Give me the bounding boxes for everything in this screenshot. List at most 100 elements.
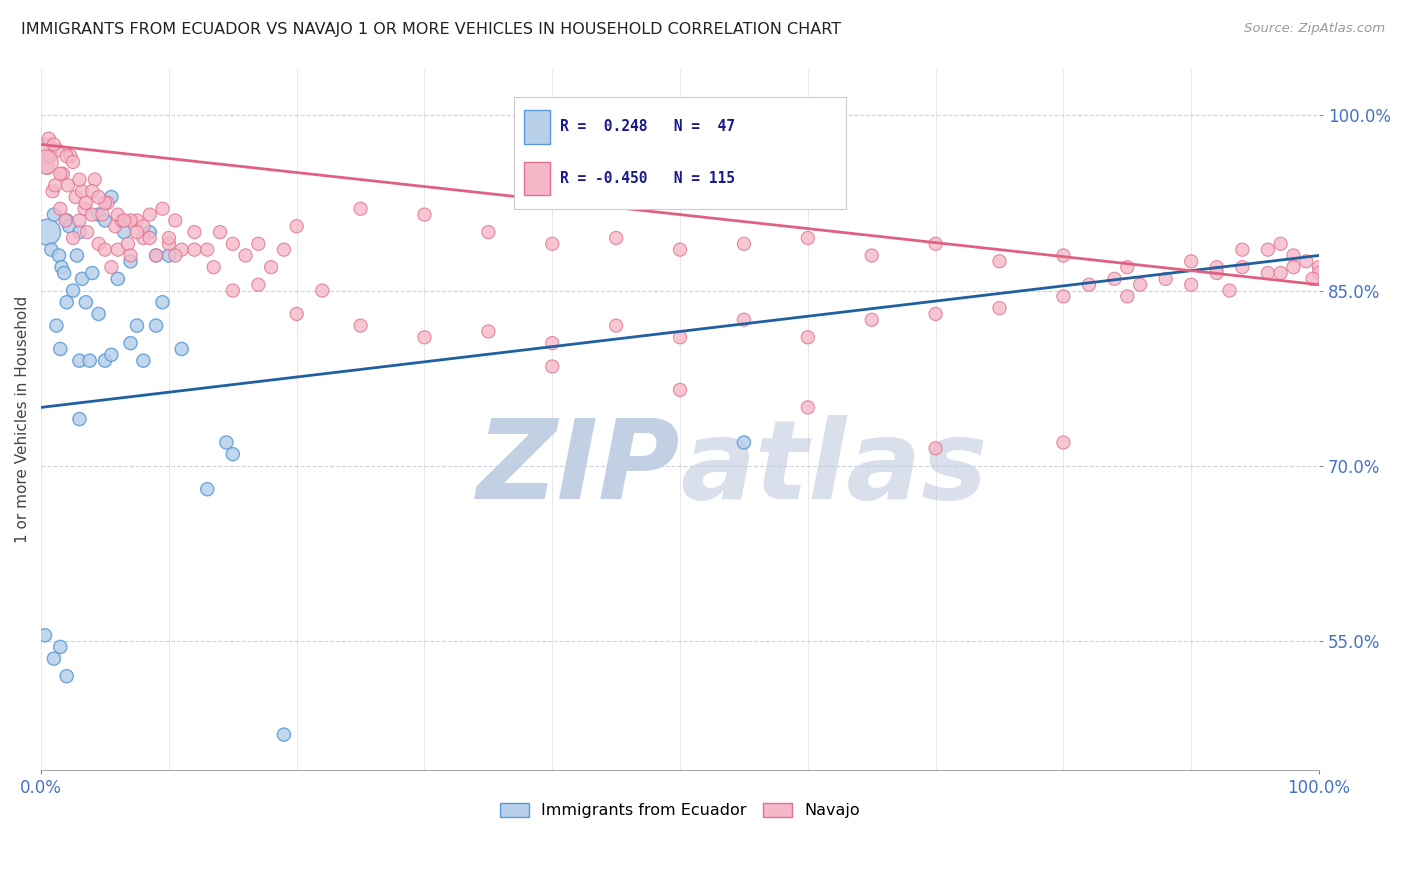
Point [1180,254,1202,268]
Point [112,225,135,239]
Point [132,231,155,245]
Point [55,295,77,310]
Point [145,318,167,333]
Point [46,144,69,158]
Point [170,342,193,356]
Point [82,266,104,280]
Point [669,383,692,397]
Point [733,236,755,251]
Point [87,307,110,321]
Point [138,225,160,239]
Point [87,236,110,251]
Point [51,260,73,275]
Point [165,213,187,227]
Point [41,184,63,198]
Point [541,359,564,374]
Point [132,219,155,234]
Point [97,195,120,210]
Point [38,131,60,145]
Point [62,231,84,245]
Point [215,435,238,450]
Point [69,412,91,426]
Point [73,202,96,216]
Point [87,190,110,204]
Text: IMMIGRANTS FROM ECUADOR VS NAVAJO 1 OR MORE VEHICLES IN HOUSEHOLD CORRELATION CH: IMMIGRANTS FROM ECUADOR VS NAVAJO 1 OR M… [21,22,841,37]
Point [62,284,84,298]
Point [125,225,148,239]
Point [70,272,93,286]
Point [34,144,56,158]
Point [860,248,883,262]
Point [82,208,104,222]
Point [247,277,270,292]
Point [413,330,436,344]
Point [44,178,66,193]
Point [69,172,91,186]
Point [69,353,91,368]
Point [125,318,148,333]
Point [183,243,205,257]
Point [55,213,77,227]
Point [1218,284,1240,298]
Point [183,225,205,239]
Point [208,225,231,239]
Point [797,401,820,415]
Point [1104,272,1126,286]
Point [285,307,308,321]
Point [94,213,117,227]
Legend: Immigrants from Ecuador, Navajo: Immigrants from Ecuador, Navajo [494,797,866,825]
Point [157,248,180,262]
Point [247,236,270,251]
Point [107,243,129,257]
Point [1052,289,1074,303]
Point [1129,277,1152,292]
Point [195,243,218,257]
Point [55,149,77,163]
Point [152,202,174,216]
Point [55,213,77,227]
Point [100,260,122,275]
Point [260,260,283,275]
Point [477,325,499,339]
Text: ZIP: ZIP [477,415,681,522]
Point [138,208,160,222]
Point [669,243,692,257]
Point [82,184,104,198]
Point [58,219,80,234]
Point [924,236,946,251]
Point [285,219,308,234]
Point [349,202,371,216]
Point [45,318,67,333]
Point [1257,243,1279,257]
Point [37,161,59,175]
Point [797,231,820,245]
Point [138,231,160,245]
Point [112,213,135,227]
Point [1116,289,1139,303]
Point [35,155,58,169]
Point [1116,260,1139,275]
Point [202,260,225,275]
Point [107,272,129,286]
Point [42,137,65,152]
Point [152,295,174,310]
Point [1308,266,1330,280]
Point [1308,260,1330,275]
Point [52,167,75,181]
Point [42,651,65,665]
Point [39,149,62,163]
Point [1078,277,1101,292]
Point [49,202,72,216]
Point [1180,277,1202,292]
Point [157,231,180,245]
Point [1257,266,1279,280]
Y-axis label: 1 or more Vehicles in Household: 1 or more Vehicles in Household [15,295,30,542]
Point [49,167,72,181]
Point [924,307,946,321]
Point [104,219,127,234]
Point [541,336,564,351]
Point [110,213,132,227]
Point [605,231,627,245]
Point [605,318,627,333]
Point [120,254,142,268]
